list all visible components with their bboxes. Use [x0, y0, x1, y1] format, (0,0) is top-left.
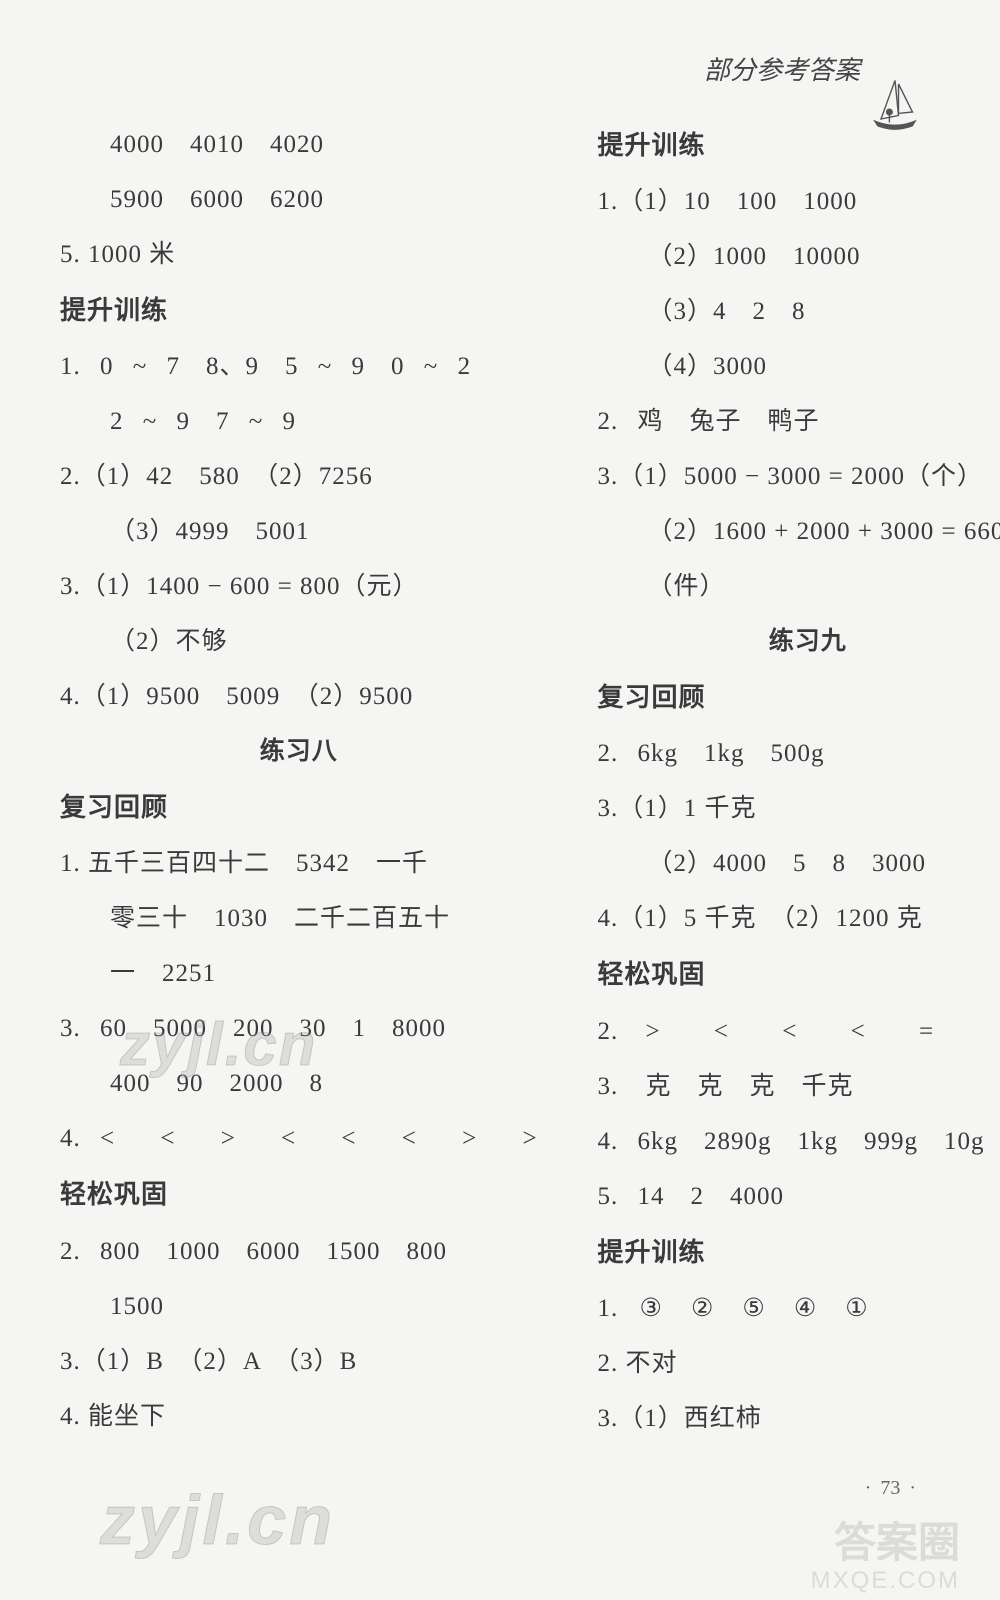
left-column: 4000 4010 40205900 6000 62005. 1000 米提升训… [60, 117, 548, 1446]
answer-line: 4.（1）9500 5009 （2）9500 [60, 669, 538, 724]
answer-line: 复习回顾 [598, 669, 1000, 726]
answer-line: 4.（1）5 千克 （2）1200 克 [598, 891, 1000, 946]
answer-line: 2. 鸡 兔子 鸭子 [598, 394, 1000, 449]
answer-line: 4. < < > < < < > > [60, 1111, 538, 1166]
answer-line: 3.（1）西红柿 [598, 1391, 1000, 1446]
answer-line: （3）4 2 8 [598, 284, 1000, 339]
answer-line: 轻松巩固 [598, 946, 1000, 1003]
answer-line: 4. 6kg 2890g 1kg 999g 10g [598, 1114, 1000, 1169]
answer-line: 练习九 [598, 614, 1000, 669]
answer-line: （2）不够 [60, 614, 538, 669]
watermark-url: MXQE.COM [811, 1567, 960, 1595]
page-header: 部分参考答案 [60, 50, 940, 87]
answer-line: （2）1000 10000 [598, 229, 1000, 284]
answer-line: 1. 五千三百四十二 5342 一千 [60, 836, 538, 891]
answer-line: 1.（1）10 100 1000 [598, 174, 1000, 229]
answer-line: 3.（1）1400 − 600 = 800（元） [60, 559, 538, 614]
answer-line: （2）1600 + 2000 + 3000 = 6600 [598, 504, 1000, 559]
answer-line: 3.（1）1 千克 [598, 781, 1000, 836]
answer-line: 1500 [60, 1279, 538, 1334]
answer-line: 2 ~ 9 7 ~ 9 [60, 394, 538, 449]
answer-line: 练习八 [60, 724, 538, 779]
header-title: 部分参考答案 [704, 56, 860, 85]
answer-line: 5. 14 2 4000 [598, 1169, 1000, 1224]
answer-line: 1. 0 ~ 7 8、9 5 ~ 9 0 ~ 2 [60, 339, 538, 394]
answer-line: 2. 6kg 1kg 500g [598, 726, 1000, 781]
answer-line: 一 2251 [60, 946, 538, 1001]
answer-line: 4000 4010 4020 [60, 117, 538, 172]
answer-line: 复习回顾 [60, 779, 538, 836]
page-number: 73 [861, 1477, 920, 1500]
answer-line: （件） [598, 559, 1000, 614]
right-column: 提升训练1.（1）10 100 1000（2）1000 10000（3）4 2 … [588, 117, 1000, 1446]
answer-line: 2. 不对 [598, 1336, 1000, 1391]
watermark-zyjl-2: zyjl.cn [100, 1480, 335, 1560]
answer-line: 3. 克 克 克 千克 [598, 1059, 1000, 1114]
answer-line: 2. 800 1000 6000 1500 800 [60, 1224, 538, 1279]
answer-line: （4）3000 [598, 339, 1000, 394]
watermark-brand: 答案圈 [834, 1509, 960, 1570]
answer-line: 提升训练 [598, 1224, 1000, 1281]
content-columns: 4000 4010 40205900 6000 62005. 1000 米提升训… [60, 117, 940, 1446]
answer-line: 轻松巩固 [60, 1166, 538, 1223]
answer-line: 零三十 1030 二千二百五十 [60, 891, 538, 946]
answer-line: 400 90 2000 8 [60, 1056, 538, 1111]
answer-line: 提升训练 [60, 282, 538, 339]
answer-line: 提升训练 [598, 117, 1000, 174]
answer-line: 1. ③②⑤④① [598, 1281, 1000, 1336]
answer-line: （3）4999 5001 [60, 504, 538, 559]
answer-line: 2.（1）42 580 （2）7256 [60, 449, 538, 504]
answer-line: 3. 60 5000 200 30 1 8000 [60, 1001, 538, 1056]
answer-line: （2）4000 5 8 3000 [598, 836, 1000, 891]
page-number-value: 73 [880, 1477, 900, 1499]
answer-line: 3.（1）5000 − 3000 = 2000（个） [598, 449, 1000, 504]
answer-line: 2. > < < < = [598, 1004, 1000, 1059]
answer-line: 4. 能坐下 [60, 1389, 538, 1444]
answer-line: 5. 1000 米 [60, 227, 538, 282]
answer-line: 5900 6000 6200 [60, 172, 538, 227]
answer-line: 3.（1）B （2）A （3）B [60, 1334, 538, 1389]
